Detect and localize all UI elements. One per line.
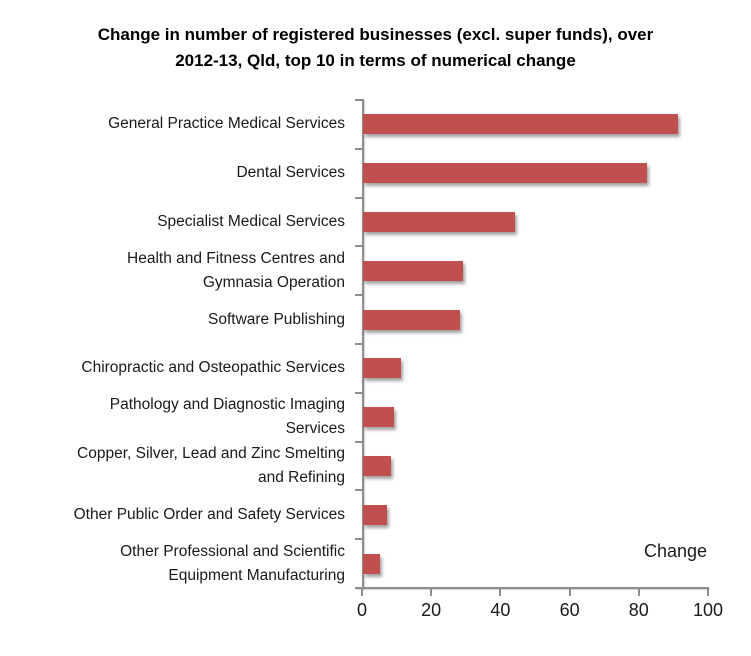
category-labels: General Practice Medical Services Dental … — [0, 100, 362, 588]
category-label-line: and Refining — [257, 469, 345, 486]
category-label: Copper, Silver, Lead and Zinc Smelting an… — [0, 442, 362, 490]
category-label-line: Chiropractic and Osteopathic Services — [81, 359, 345, 377]
chart-title: Change in number of registered businesse… — [46, 22, 706, 74]
category-label: Pathology and Diagnostic Imaging Services — [0, 393, 362, 441]
y-axis-tick — [355, 343, 362, 345]
x-axis-tick — [499, 588, 502, 596]
chart-title-line1: Change in number of registered businesse… — [97, 25, 654, 44]
y-axis-tick — [355, 197, 362, 199]
bar-2 — [363, 212, 516, 232]
y-axis-tick — [355, 489, 362, 491]
category-label-line: Other Professional and Scientific — [120, 542, 345, 560]
category-label-line: Health and Fitness Centres and — [127, 249, 345, 267]
category-label: Dental Services — [0, 161, 362, 185]
x-tick-label: 40 — [490, 600, 511, 620]
category-label-line: General Practice Medical Services — [108, 115, 345, 133]
category-label: Software Publishing — [0, 308, 362, 332]
bar-7 — [363, 456, 391, 476]
y-axis-tick — [355, 99, 362, 101]
category-label: Chiropractic and Osteopathic Services — [0, 356, 362, 380]
x-axis-line — [355, 587, 709, 589]
category-label-line: Software Publishing — [208, 310, 345, 328]
plot-area: 0 20 40 60 80 100 — [355, 99, 723, 620]
bar-0 — [363, 114, 678, 135]
x-axis-tick — [361, 588, 363, 596]
category-label: Other Public Order and Safety Services — [0, 503, 362, 527]
category-label-line: Dental Services — [236, 164, 345, 182]
x-axis-tick — [637, 588, 640, 596]
bar-5 — [363, 358, 402, 379]
y-axis-tick — [355, 245, 362, 247]
category-label: Health and Fitness Centres and Gymnasia O… — [0, 247, 362, 295]
y-axis-tick — [355, 392, 362, 394]
category-label-line: Equipment Manufacturing — [168, 566, 345, 584]
y-axis-tick — [355, 441, 362, 443]
x-tick-label: 80 — [628, 600, 649, 620]
category-label-line: Other Public Order and Safety Services — [73, 505, 345, 523]
chart-title-line2: 2012-13, Qld, top 10 in terms of numeric… — [175, 51, 576, 70]
x-tick-label: 0 — [356, 600, 367, 620]
y-axis-tick — [355, 294, 362, 296]
x-tick-label: 20 — [421, 600, 442, 620]
category-label-line: Copper, Silver, Lead and Zinc Smelting — [77, 445, 345, 462]
x-tick-label: 100 — [692, 600, 724, 620]
bar-3 — [363, 260, 464, 281]
x-axis-tick — [707, 588, 709, 596]
bar-4 — [363, 309, 460, 330]
bar-6 — [363, 407, 395, 428]
bar-8 — [363, 504, 388, 525]
category-label-line: Specialist Medical Services — [157, 213, 345, 230]
x-axis-tick — [430, 588, 433, 596]
x-axis-tick — [568, 588, 571, 596]
y-axis-line — [362, 99, 364, 589]
bar-1 — [363, 163, 647, 184]
x-tick-label: 60 — [559, 600, 580, 620]
y-axis-tick — [355, 148, 362, 150]
category-label-line: Gymnasia Operation — [202, 273, 345, 291]
y-axis-tick — [355, 587, 362, 589]
y-axis-tick — [355, 538, 362, 540]
legend-label: Change — [644, 541, 708, 561]
category-label: General Practice Medical Services — [0, 112, 362, 136]
bar-9 — [363, 553, 381, 574]
category-label-line: Pathology and Diagnostic Imaging — [109, 396, 345, 414]
category-label-line: Services — [285, 420, 345, 438]
category-label: Other Professional and Scientific Equipme… — [0, 540, 362, 588]
category-label: Specialist Medical Services — [0, 210, 362, 234]
